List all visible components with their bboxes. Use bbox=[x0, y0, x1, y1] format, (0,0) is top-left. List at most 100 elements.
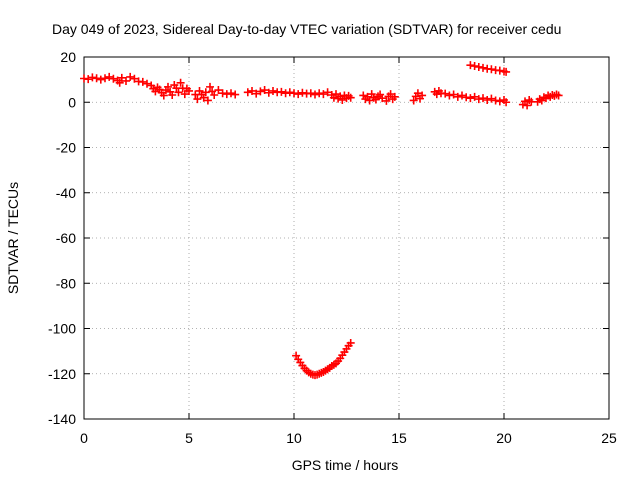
data-point bbox=[338, 95, 347, 104]
y-tick-label: -120 bbox=[48, 366, 76, 382]
data-point bbox=[470, 92, 479, 101]
y-tick-label: -80 bbox=[56, 275, 76, 291]
data-point bbox=[122, 76, 130, 85]
data-point bbox=[285, 88, 294, 97]
data-point bbox=[315, 89, 324, 98]
x-tick-label: 20 bbox=[496, 430, 512, 446]
y-tick-label: -20 bbox=[56, 140, 76, 156]
data-point bbox=[495, 66, 504, 75]
data-points bbox=[80, 61, 563, 380]
data-point bbox=[264, 88, 273, 97]
data-point bbox=[453, 92, 462, 101]
data-point bbox=[206, 82, 214, 91]
y-tick-label: 0 bbox=[68, 94, 76, 110]
data-point bbox=[130, 74, 139, 83]
data-point bbox=[458, 91, 466, 100]
data-point bbox=[210, 91, 219, 100]
data-point bbox=[378, 94, 387, 103]
data-point bbox=[96, 75, 105, 84]
data-point bbox=[418, 91, 427, 100]
data-point bbox=[390, 92, 399, 101]
data-point bbox=[445, 91, 454, 100]
data-point bbox=[252, 89, 261, 98]
data-point bbox=[126, 72, 135, 81]
data-point bbox=[449, 90, 458, 99]
data-point bbox=[277, 87, 286, 96]
data-point bbox=[474, 62, 483, 71]
data-point bbox=[109, 74, 118, 83]
x-tick-label: 0 bbox=[80, 430, 88, 446]
grid bbox=[84, 57, 609, 419]
data-point bbox=[298, 88, 307, 97]
data-point bbox=[311, 90, 319, 99]
data-point bbox=[346, 338, 355, 347]
data-point bbox=[386, 90, 395, 99]
data-point bbox=[554, 91, 563, 100]
data-point bbox=[462, 93, 471, 102]
data-point bbox=[243, 88, 252, 97]
data-point bbox=[174, 88, 183, 97]
data-point bbox=[159, 91, 168, 100]
data-point bbox=[483, 95, 492, 104]
data-point bbox=[290, 89, 298, 98]
data-point bbox=[346, 93, 355, 102]
y-tick-label: -60 bbox=[56, 230, 76, 246]
plot-frame bbox=[83, 56, 610, 420]
data-point bbox=[248, 86, 256, 95]
data-point bbox=[92, 74, 101, 83]
x-tick-label: 10 bbox=[286, 430, 302, 446]
x-tick-label: 25 bbox=[601, 430, 617, 446]
data-point bbox=[502, 67, 511, 76]
data-point bbox=[502, 98, 511, 107]
data-point bbox=[281, 89, 290, 98]
data-point bbox=[218, 89, 227, 98]
data-point bbox=[479, 63, 487, 72]
data-point bbox=[101, 74, 109, 83]
data-point bbox=[176, 78, 185, 87]
data-point bbox=[138, 77, 147, 86]
data-point bbox=[294, 90, 303, 99]
data-point bbox=[199, 93, 208, 102]
data-point bbox=[413, 89, 422, 98]
data-point bbox=[409, 96, 418, 105]
chart-title: Day 049 of 2023, Sidereal Day-to-day VTE… bbox=[52, 21, 561, 37]
data-point bbox=[214, 86, 223, 95]
data-point bbox=[164, 82, 172, 91]
data-point bbox=[203, 96, 212, 105]
data-point bbox=[323, 88, 332, 97]
data-point bbox=[222, 90, 231, 99]
data-point bbox=[466, 61, 475, 70]
data-point bbox=[256, 87, 265, 96]
data-point bbox=[231, 90, 240, 99]
data-point bbox=[306, 89, 315, 98]
data-point bbox=[491, 96, 500, 105]
data-point bbox=[117, 73, 126, 82]
data-point bbox=[227, 89, 235, 98]
x-axis-label: GPS time / hours bbox=[292, 457, 399, 473]
data-point bbox=[495, 97, 504, 106]
x-tick-label: 5 bbox=[185, 430, 193, 446]
y-tick-label: -100 bbox=[48, 321, 76, 337]
data-point bbox=[319, 90, 328, 99]
data-point bbox=[441, 89, 450, 98]
data-point bbox=[332, 90, 340, 99]
data-point bbox=[168, 91, 177, 100]
data-point bbox=[487, 65, 496, 74]
data-point bbox=[466, 94, 475, 103]
data-point bbox=[523, 101, 532, 110]
data-point bbox=[479, 94, 487, 103]
y-axis-label: SDTVAR / TECUs bbox=[5, 182, 21, 294]
data-point bbox=[185, 86, 193, 95]
data-point bbox=[474, 95, 483, 104]
y-tick-label: -140 bbox=[48, 411, 76, 427]
data-point bbox=[115, 78, 124, 87]
data-point bbox=[151, 87, 160, 96]
y-tick-label: 20 bbox=[60, 49, 76, 65]
data-point bbox=[269, 86, 277, 95]
data-point bbox=[143, 79, 151, 88]
data-point bbox=[365, 96, 374, 105]
data-point bbox=[193, 95, 202, 104]
data-point bbox=[88, 73, 97, 82]
